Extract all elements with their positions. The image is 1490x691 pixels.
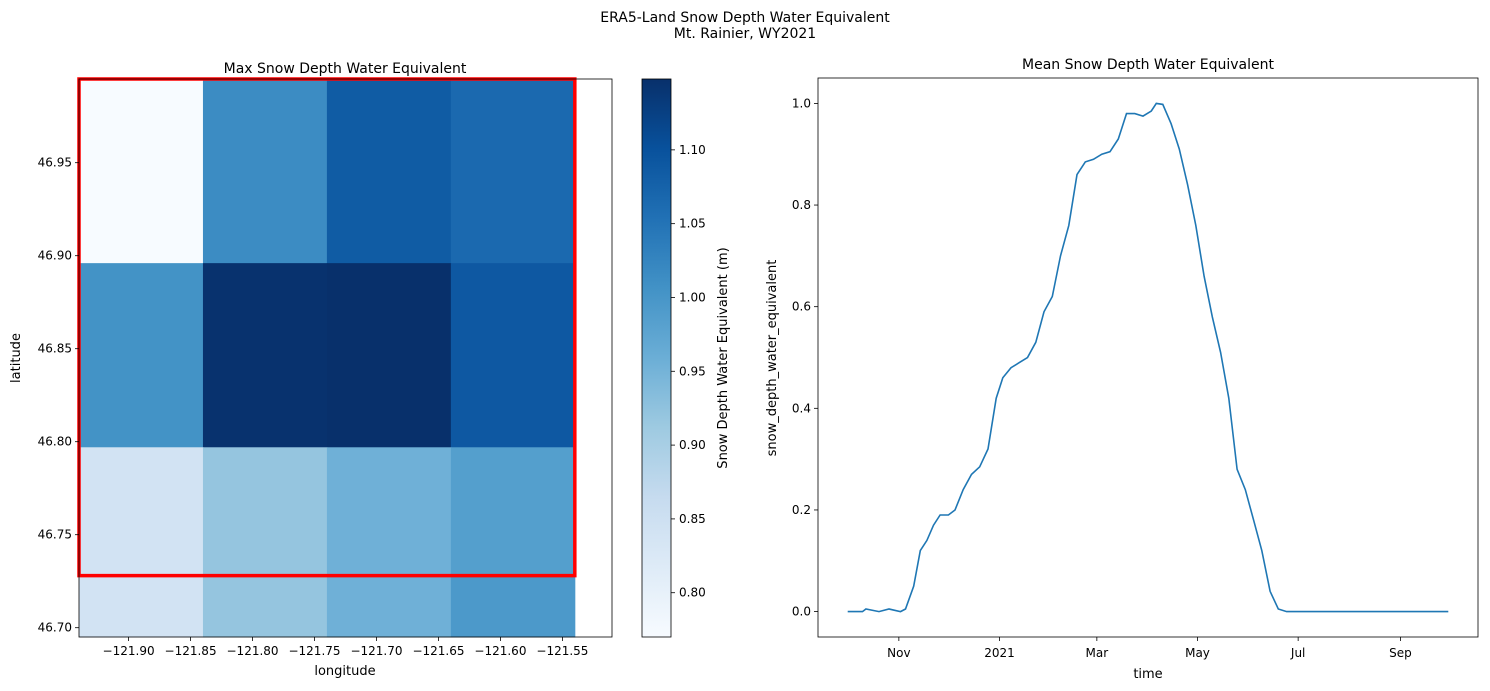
suptitle-line-2: Mt. Rainier, WY2021 xyxy=(674,26,816,42)
heatmap-cell xyxy=(79,263,204,448)
line-y-tick-label: 0.4 xyxy=(792,401,811,415)
heatmap-cell xyxy=(326,79,452,264)
colorbar-tick-label: 0.95 xyxy=(679,364,706,378)
heatmap-x-tick-label: −121.55 xyxy=(536,644,588,658)
heatmap-x-tick-label: −121.60 xyxy=(474,644,526,658)
line-x-tick-label: 2021 xyxy=(984,646,1015,660)
heatmap-cell xyxy=(450,575,576,638)
heatmap-ylabel: latitude xyxy=(9,333,24,383)
heatmap-cell xyxy=(202,447,328,577)
colorbar-label: Snow Depth Water Equivalent (m) xyxy=(716,247,731,468)
heatmap-cell xyxy=(79,575,204,638)
heatmap-cell xyxy=(450,447,576,577)
heatmap-x-tick-label: −121.80 xyxy=(227,644,279,658)
colorbar-tick-label: 0.80 xyxy=(679,586,706,600)
line-ylabel: snow_depth_water_equivalent xyxy=(765,260,780,457)
line-y-tick-label: 0.2 xyxy=(792,503,811,517)
heatmap-cell xyxy=(202,79,328,264)
heatmap-cell xyxy=(326,575,452,638)
heatmap-y-tick-label: 46.75 xyxy=(38,528,72,542)
heatmap-x-tick-label: −121.65 xyxy=(412,644,464,658)
heatmap-cell xyxy=(450,79,576,264)
line-x-tick-label: Nov xyxy=(887,646,910,660)
suptitle-line-1: ERA5-Land Snow Depth Water Equivalent xyxy=(600,10,890,26)
heatmap-y-tick-label: 46.90 xyxy=(38,249,72,263)
colorbar-tick-label: 1.05 xyxy=(679,217,706,231)
colorbar-tick-label: 0.90 xyxy=(679,438,706,452)
heatmap-cell xyxy=(79,447,204,577)
line-y-ticks: 0.0 0.2 0.4 0.6 0.8 1.0 xyxy=(792,96,818,619)
line-x-tick-label: Jul xyxy=(1290,646,1305,660)
heatmap-x-tick-label: −121.85 xyxy=(165,644,217,658)
heatmap-x-tick-label: −121.75 xyxy=(288,644,340,658)
heatmap-x-tick-label: −121.70 xyxy=(350,644,402,658)
colorbar-ticks: 0.80 0.85 0.90 0.95 1.00 1.05 1.10 xyxy=(671,143,706,600)
line-y-tick-label: 0.6 xyxy=(792,300,811,314)
heatmap-cells xyxy=(79,79,576,638)
heatmap-xlabel: longitude xyxy=(314,664,375,679)
heatmap-y-tick-label: 46.70 xyxy=(38,621,72,635)
series-line xyxy=(847,102,1449,613)
line-y-tick-label: 0.0 xyxy=(792,605,811,619)
heatmap-cell xyxy=(79,79,204,264)
heatmap-cell xyxy=(450,263,576,448)
heatmap-title: Max Snow Depth Water Equivalent xyxy=(224,61,467,77)
heatmap-y-tick-label: 46.85 xyxy=(38,342,72,356)
heatmap-y-tick-label: 46.80 xyxy=(38,435,72,449)
heatmap-frame xyxy=(78,78,613,638)
line-x-tick-label: Sep xyxy=(1389,646,1412,660)
colorbar: 0.80 0.85 0.90 0.95 1.00 1.05 1.10 Snow Depth … xyxy=(641,78,731,638)
heatmap-x-tick-label: −121.90 xyxy=(103,644,155,658)
heatmap-y-ticks: 46.70 46.75 46.80 46.85 46.90 46.95 xyxy=(38,156,79,635)
colorbar-tick-label: 1.10 xyxy=(679,143,706,157)
heatmap-cell xyxy=(202,575,328,638)
heatmap-cell xyxy=(326,263,452,448)
line-y-tick-label: 1.0 xyxy=(792,96,811,110)
colorbar-tick-label: 0.85 xyxy=(679,512,706,526)
colorbar-tick-label: 1.00 xyxy=(679,290,706,304)
heatmap-cell xyxy=(326,447,452,577)
line-x-tick-label: May xyxy=(1185,646,1210,660)
colorbar-fill xyxy=(641,78,672,638)
line-xlabel: time xyxy=(1133,667,1162,682)
line-frame xyxy=(817,77,1479,638)
heatmap-panel: Max Snow Depth Water Equivalent −121.90−… xyxy=(9,61,613,679)
heatmap-x-ticks: −121.90 −121.85 −121.80 −121.75 −121.70 −121.… xyxy=(103,637,588,658)
line-panel: Mean Snow Depth Water Equivalent Nov 2021… xyxy=(765,57,1479,682)
line-x-ticks: Nov 2021 Mar May Jul Sep xyxy=(887,637,1412,660)
line-title: Mean Snow Depth Water Equivalent xyxy=(1022,57,1274,73)
line-x-tick-label: Mar xyxy=(1086,646,1109,660)
heatmap-cell xyxy=(202,263,328,448)
line-y-tick-label: 0.8 xyxy=(792,198,811,212)
heatmap-y-tick-label: 46.95 xyxy=(38,156,72,170)
